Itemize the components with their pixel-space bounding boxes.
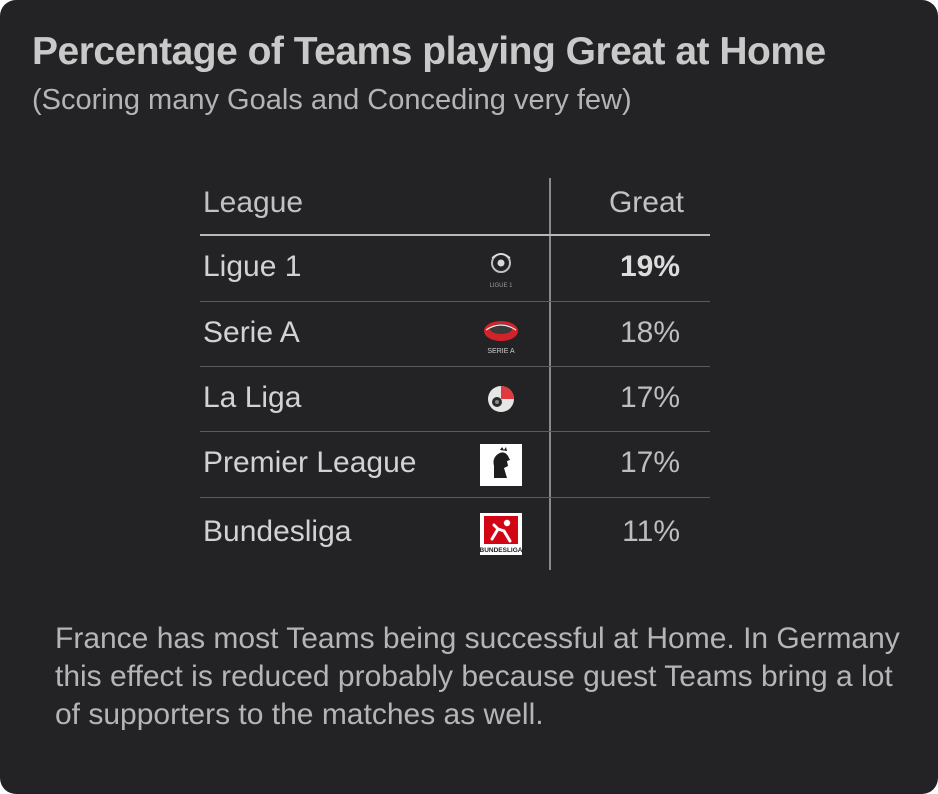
league-table: League Great Ligue 1 LIGUE 1 19% Serie A SER… (200, 178, 712, 570)
great-value: 19% (620, 250, 680, 284)
column-header-great: Great (609, 186, 684, 220)
league-name: Bundesliga (203, 515, 351, 549)
serie-a-logo: SERIE A (480, 314, 522, 356)
great-value: 11% (622, 515, 680, 549)
league-name: Ligue 1 (203, 250, 301, 284)
table-row: Ligue 1 LIGUE 1 19% (200, 236, 710, 302)
ligue-1-logo-text: LIGUE 1 (489, 283, 513, 289)
chart-title: Percentage of Teams playing Great at Hom… (32, 30, 826, 74)
premier-league-logo (480, 444, 522, 486)
la-liga-logo (480, 379, 522, 421)
great-value: 18% (620, 316, 680, 350)
annotation-text: France has most Teams being successful a… (55, 620, 905, 734)
table-row: Bundesliga BUNDESLIGA 11% (200, 498, 710, 570)
great-value: 17% (620, 446, 680, 480)
bundesliga-logo-text: BUNDESLIGA (480, 547, 522, 554)
chart-subtitle: (Scoring many Goals and Conceding very f… (32, 84, 632, 117)
ligue-1-logo: LIGUE 1 (480, 248, 522, 290)
table-row: Premier League 17% (200, 432, 710, 498)
table-row: Serie A SERIE A 18% (200, 302, 710, 367)
league-name: Serie A (203, 316, 300, 350)
table-row: La Liga 17% (200, 367, 710, 432)
column-header-league: League (203, 186, 303, 220)
league-name: Premier League (203, 446, 416, 480)
serie-a-logo-text: SERIE A (487, 348, 515, 355)
bundesliga-logo: BUNDESLIGA (480, 513, 522, 555)
great-value: 17% (620, 381, 680, 415)
league-name: La Liga (203, 381, 301, 415)
